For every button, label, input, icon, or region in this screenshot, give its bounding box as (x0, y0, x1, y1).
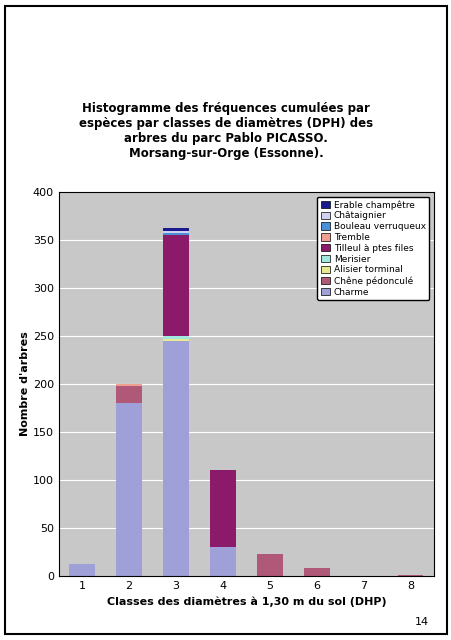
Bar (116, 386, 142, 403)
Bar (397, 575, 423, 576)
Bar (303, 568, 329, 576)
Bar (163, 233, 189, 235)
Bar (163, 235, 189, 336)
Bar (210, 470, 235, 547)
Bar (163, 231, 189, 234)
Bar (69, 563, 95, 576)
Bar (116, 403, 142, 576)
Y-axis label: Nombre d'arbres: Nombre d'arbres (20, 332, 30, 436)
Text: 14: 14 (414, 617, 428, 627)
Text: Histogramme des fréquences cumulées par
espèces par classes de diamètres (DPH) d: Histogramme des fréquences cumulées par … (79, 102, 372, 160)
Bar (163, 340, 189, 576)
Bar (210, 547, 235, 576)
Legend: Erable champêtre, Châtaignier, Bouleau verruqueux, Tremble, Tilleul à ptes files: Erable champêtre, Châtaignier, Bouleau v… (317, 196, 428, 300)
Bar (116, 384, 142, 386)
Bar (163, 339, 189, 340)
X-axis label: Classes des diamètres à 1,30 m du sol (DHP): Classes des diamètres à 1,30 m du sol (D… (106, 596, 385, 607)
Bar (163, 228, 189, 231)
Bar (256, 554, 282, 576)
Bar (163, 336, 189, 339)
